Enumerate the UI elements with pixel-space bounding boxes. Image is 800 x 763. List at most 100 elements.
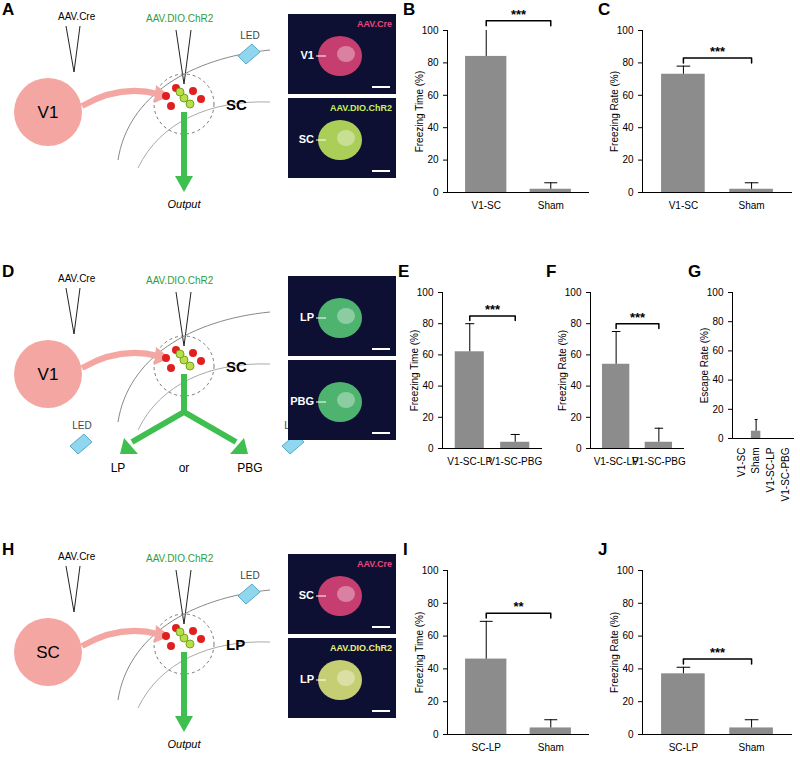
svg-text:100: 100 (565, 287, 582, 298)
svg-text:SC: SC (36, 643, 60, 662)
svg-text:**: ** (513, 599, 524, 614)
svg-text:80: 80 (427, 598, 439, 609)
svg-text:SC: SC (226, 358, 247, 375)
svg-text:LP: LP (226, 636, 245, 653)
svg-text:PBG: PBG (290, 395, 314, 407)
svg-text:Freezing Time (%): Freezing Time (%) (409, 330, 420, 412)
svg-text:100: 100 (617, 565, 634, 576)
svg-text:40: 40 (422, 380, 434, 391)
svg-text:0: 0 (628, 187, 634, 198)
svg-text:Output: Output (167, 198, 201, 210)
svg-text:60: 60 (427, 630, 439, 641)
svg-text:or: or (179, 461, 190, 475)
svg-text:20: 20 (570, 412, 582, 423)
svg-text:Output: Output (167, 738, 201, 750)
svg-text:0: 0 (718, 433, 724, 444)
svg-text:V1-SC-LP: V1-SC-LP (447, 456, 492, 467)
svg-text:LED: LED (240, 30, 259, 41)
svg-text:AAV.Cre: AAV.Cre (357, 559, 392, 569)
svg-text:100: 100 (617, 25, 634, 36)
svg-text:Sham: Sham (538, 200, 564, 211)
svg-text:80: 80 (422, 318, 434, 329)
svg-text:AAV.DIO.ChR2: AAV.DIO.ChR2 (146, 275, 214, 286)
svg-text:20: 20 (427, 154, 439, 165)
svg-text:100: 100 (707, 287, 724, 298)
svg-text:***: *** (710, 645, 726, 660)
svg-text:V1-SC-PBG: V1-SC-PBG (632, 456, 686, 467)
svg-text:PBG: PBG (237, 461, 262, 475)
svg-text:LED: LED (72, 420, 91, 431)
svg-text:Sham: Sham (739, 200, 765, 211)
svg-text:V1-SC-PBG: V1-SC-PBG (488, 456, 542, 467)
svg-text:SC: SC (299, 589, 314, 601)
svg-text:V1-SC-LP: V1-SC-LP (765, 447, 776, 492)
svg-text:AAV.DIO.ChR2: AAV.DIO.ChR2 (330, 103, 392, 113)
svg-text:40: 40 (712, 374, 724, 385)
svg-text:0: 0 (433, 187, 439, 198)
svg-text:V1-SC-PBG: V1-SC-PBG (780, 447, 791, 501)
svg-text:AAV.Cre: AAV.Cre (58, 11, 96, 22)
svg-text:80: 80 (712, 316, 724, 327)
svg-text:60: 60 (570, 349, 582, 360)
svg-text:Sham: Sham (750, 448, 761, 474)
svg-text:AAV.Cre: AAV.Cre (58, 551, 96, 562)
svg-text:AAV.Cre: AAV.Cre (58, 273, 96, 284)
svg-text:40: 40 (427, 663, 439, 674)
svg-text:60: 60 (712, 345, 724, 356)
svg-text:SC-LP: SC-LP (669, 742, 699, 753)
svg-text:V1-SC: V1-SC (669, 200, 698, 211)
svg-text:SC: SC (226, 96, 247, 113)
svg-text:20: 20 (622, 154, 634, 165)
svg-text:SC-LP: SC-LP (472, 742, 502, 753)
svg-text:AAV.DIO.ChR2: AAV.DIO.ChR2 (146, 553, 214, 564)
svg-text:Freezing Time (%): Freezing Time (%) (414, 612, 425, 694)
svg-text:0: 0 (428, 443, 434, 454)
svg-text:20: 20 (622, 696, 634, 707)
svg-text:V1: V1 (38, 365, 59, 384)
svg-text:V1: V1 (301, 49, 314, 61)
svg-text:***: *** (485, 302, 501, 317)
svg-text:40: 40 (427, 122, 439, 133)
svg-text:***: *** (630, 310, 646, 325)
svg-text:Freezing Rate (%): Freezing Rate (%) (609, 71, 620, 152)
svg-text:20: 20 (712, 404, 724, 415)
svg-text:60: 60 (427, 90, 439, 101)
svg-text:100: 100 (417, 287, 434, 298)
svg-text:80: 80 (622, 598, 634, 609)
svg-text:LP: LP (300, 673, 314, 685)
svg-text:0: 0 (576, 443, 582, 454)
svg-text:80: 80 (427, 57, 439, 68)
svg-text:0: 0 (433, 729, 439, 740)
svg-text:AAV.DIO.ChR2: AAV.DIO.ChR2 (146, 13, 214, 24)
svg-text:80: 80 (570, 318, 582, 329)
svg-text:60: 60 (422, 349, 434, 360)
svg-text:LED: LED (240, 570, 259, 581)
svg-text:60: 60 (622, 630, 634, 641)
svg-text:V1-SC: V1-SC (736, 448, 747, 477)
svg-text:Sham: Sham (739, 742, 765, 753)
svg-text:100: 100 (422, 25, 439, 36)
svg-text:Sham: Sham (538, 742, 564, 753)
svg-text:0: 0 (628, 729, 634, 740)
svg-text:Freezing Rate (%): Freezing Rate (%) (609, 612, 620, 693)
svg-text:Freezing Time (%): Freezing Time (%) (414, 71, 425, 153)
svg-text:***: *** (511, 7, 527, 22)
svg-text:V1-SC: V1-SC (472, 200, 501, 211)
svg-text:AAV.DIO.ChR2: AAV.DIO.ChR2 (330, 643, 392, 653)
svg-text:AAV.Cre: AAV.Cre (357, 19, 392, 29)
svg-text:60: 60 (622, 90, 634, 101)
svg-text:SC: SC (299, 133, 314, 145)
svg-text:20: 20 (427, 696, 439, 707)
svg-text:LP: LP (300, 311, 314, 323)
svg-text:Escape Rate (%): Escape Rate (%) (699, 328, 710, 404)
svg-text:***: *** (710, 44, 726, 59)
svg-text:V1: V1 (38, 103, 59, 122)
svg-text:40: 40 (570, 380, 582, 391)
svg-text:Freezing Rate (%): Freezing Rate (%) (557, 330, 568, 411)
svg-text:40: 40 (622, 663, 634, 674)
svg-text:80: 80 (622, 57, 634, 68)
svg-text:100: 100 (422, 565, 439, 576)
svg-text:40: 40 (622, 122, 634, 133)
svg-text:20: 20 (422, 412, 434, 423)
svg-text:LP: LP (111, 461, 126, 475)
